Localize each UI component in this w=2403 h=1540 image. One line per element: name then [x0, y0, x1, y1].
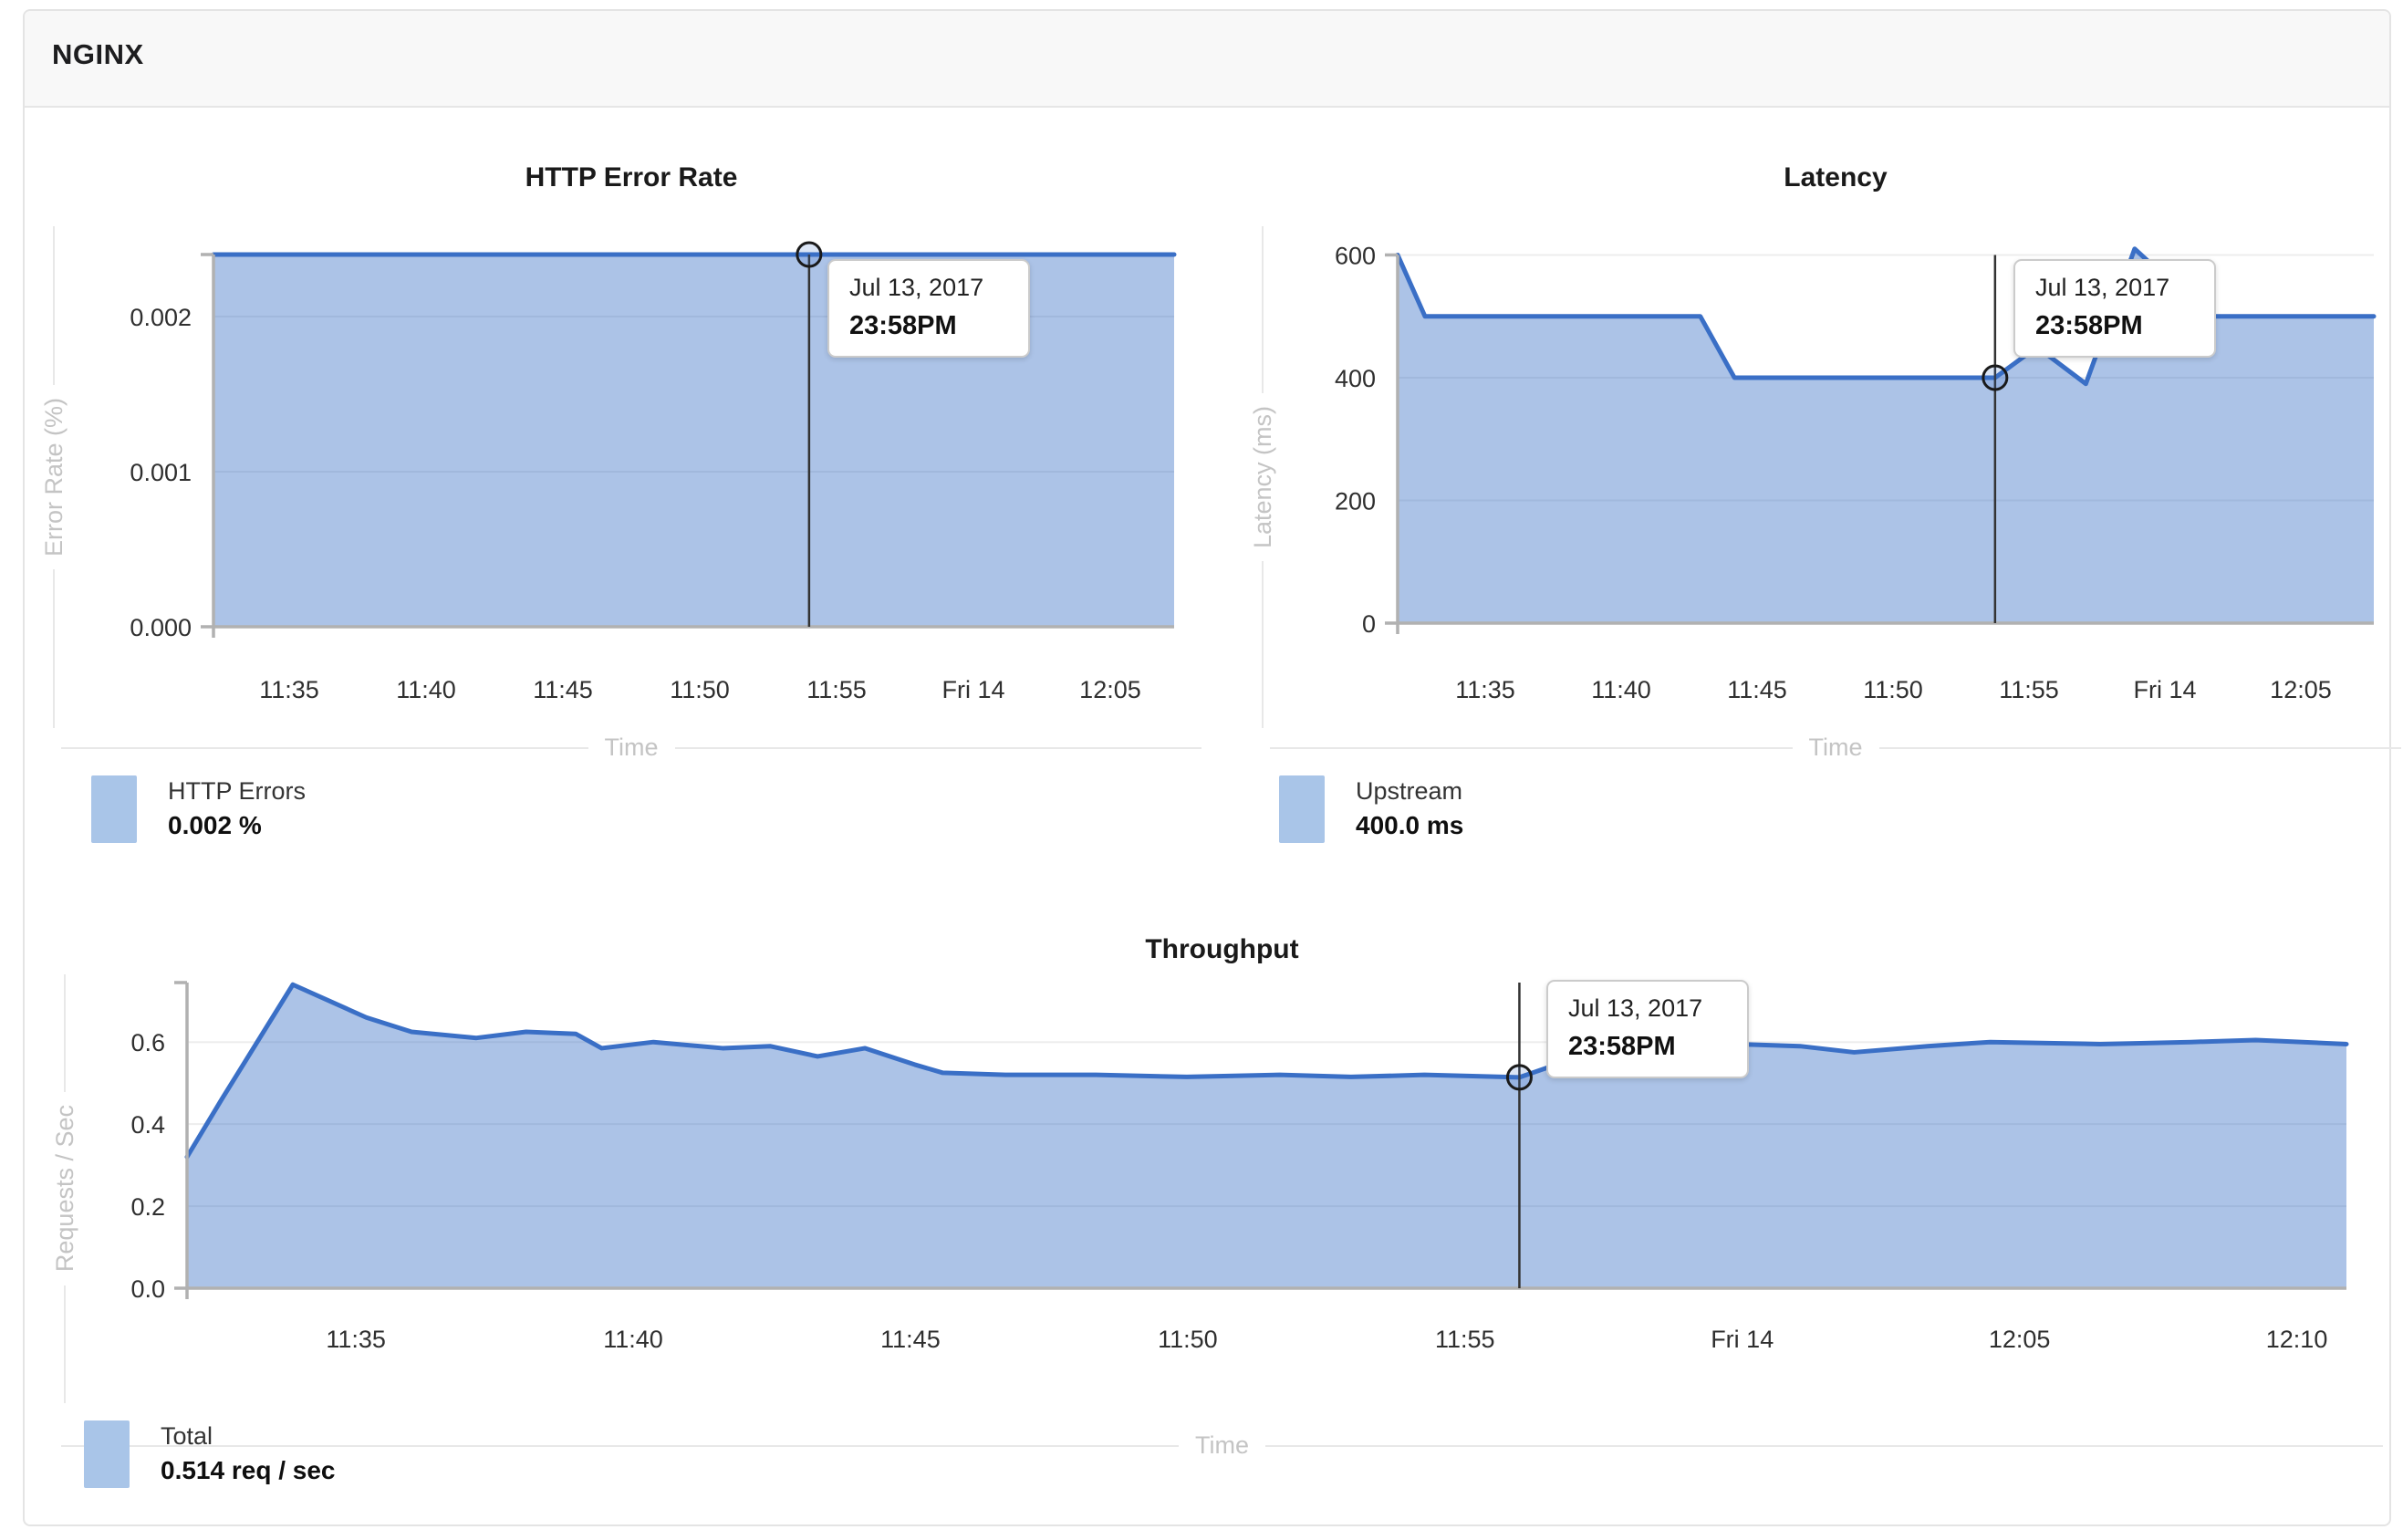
y-axis-title-error-rate: Error Rate (%)	[36, 226, 72, 728]
legend-swatch	[91, 775, 137, 843]
axis-rule	[674, 746, 1202, 749]
svg-text:0.2: 0.2	[130, 1193, 165, 1221]
svg-text:11:55: 11:55	[1435, 1326, 1495, 1353]
tooltip-time: 23:58PM	[1568, 1032, 1676, 1061]
x-axis-label: Time	[1195, 1431, 1249, 1459]
legend-value: 0.002 %	[168, 811, 262, 839]
tooltip-time: 23:58PM	[2035, 311, 2143, 340]
tooltip-date: Jul 13, 2017	[1568, 994, 1703, 1022]
svg-text:11:45: 11:45	[880, 1326, 941, 1353]
axis-rule	[1270, 746, 1793, 749]
tooltip-throughput: Jul 13, 2017 23:58PM	[1546, 980, 1749, 1078]
x-axis-title-time-latency: Time	[1270, 734, 2401, 762]
svg-text:11:35: 11:35	[326, 1326, 386, 1353]
legend-upstream[interactable]: Upstream 400.0 ms	[1279, 775, 1463, 843]
legend-value: 400.0 ms	[1356, 811, 1464, 839]
tooltip-http-error-rate: Jul 13, 2017 23:58PM	[827, 259, 1030, 358]
svg-text:0.0: 0.0	[130, 1275, 165, 1303]
svg-text:11:45: 11:45	[533, 676, 593, 703]
x-axis-title-time-throughput: Time	[61, 1431, 2383, 1460]
svg-text:11:40: 11:40	[396, 676, 456, 703]
svg-text:Fri 14: Fri 14	[2134, 676, 2197, 703]
svg-text:400: 400	[1335, 365, 1376, 392]
svg-text:Fri 14: Fri 14	[1711, 1326, 1774, 1353]
tooltip-date: Jul 13, 2017	[2035, 274, 2170, 301]
svg-text:12:05: 12:05	[1079, 676, 1141, 703]
axis-rule	[1878, 746, 2401, 749]
y-axis-title-requests: Requests / Sec	[47, 974, 83, 1403]
legend-label: Total	[161, 1422, 213, 1450]
x-axis-title-time-error-rate: Time	[61, 734, 1202, 762]
x-axis-label: Time	[1808, 734, 1863, 761]
svg-text:11:35: 11:35	[1455, 676, 1515, 703]
chart-canvas-latency[interactable]: 600 400 200 0 11:35 11:40 11:45 11:50 11:55 Fri 1…	[1270, 221, 2403, 732]
legend-swatch	[1279, 775, 1325, 843]
svg-text:12:05: 12:05	[1989, 1326, 2051, 1353]
svg-text:0: 0	[1362, 610, 1376, 638]
chart-title-http-error-rate: HTTP Error Rate	[525, 162, 738, 192]
svg-text:11:50: 11:50	[1158, 1326, 1218, 1353]
panel-header: NGINX	[25, 11, 2389, 108]
legend-label: Upstream	[1356, 777, 1463, 805]
tooltip-time: 23:58PM	[849, 311, 957, 340]
svg-text:11:35: 11:35	[259, 676, 319, 703]
tooltip-date: Jul 13, 2017	[849, 274, 984, 301]
svg-text:11:40: 11:40	[1591, 676, 1651, 703]
svg-text:11:55: 11:55	[806, 676, 867, 703]
svg-text:0.4: 0.4	[130, 1111, 165, 1139]
svg-text:600: 600	[1335, 242, 1376, 269]
panel-body: HTTP Error Rate Latency Throughput Error…	[25, 108, 2401, 1524]
x-axis-label: Time	[604, 734, 659, 761]
svg-text:200: 200	[1335, 487, 1376, 515]
nginx-panel: NGINX HTTP Error Rate Latency Throughput…	[23, 9, 2401, 1526]
axis-rule	[1265, 1444, 2383, 1447]
legend-total[interactable]: Total 0.514 req / sec	[84, 1420, 335, 1488]
axis-rule	[53, 226, 55, 385]
legend-label: HTTP Errors	[168, 777, 307, 805]
svg-text:Fri 14: Fri 14	[942, 676, 1005, 703]
svg-text:11:40: 11:40	[603, 1326, 663, 1353]
svg-text:0.002: 0.002	[130, 304, 192, 331]
svg-text:11:50: 11:50	[1863, 676, 1923, 703]
svg-text:12:05: 12:05	[2270, 676, 2332, 703]
chart-canvas-throughput[interactable]: 0.6 0.4 0.2 0.0 11:35 11:40 11:45 11:50 11:55 Fri…	[61, 969, 2383, 1398]
legend-http-errors[interactable]: HTTP Errors 0.002 %	[91, 775, 306, 843]
legend-value: 0.514 req / sec	[161, 1456, 336, 1484]
svg-text:0.001: 0.001	[130, 459, 192, 486]
legend-swatch	[84, 1420, 130, 1488]
axis-rule	[61, 746, 588, 749]
svg-text:0.6: 0.6	[130, 1029, 165, 1056]
svg-text:12:10: 12:10	[2266, 1326, 2328, 1353]
panel-title: NGINX	[52, 38, 144, 70]
axis-rule	[64, 1285, 66, 1403]
svg-text:11:55: 11:55	[1999, 676, 2059, 703]
chart-canvas-http-error-rate[interactable]: 0.002 0.001 0.000 11:35 11:40 11:45 11:50 11:55…	[61, 221, 1202, 732]
axis-rule	[1262, 226, 1264, 393]
svg-text:11:45: 11:45	[1727, 676, 1787, 703]
chart-title-latency: Latency	[1784, 162, 1888, 192]
axis-rule	[1262, 561, 1264, 729]
tooltip-latency: Jul 13, 2017 23:58PM	[2013, 259, 2216, 358]
axis-rule	[53, 569, 55, 728]
axis-rule	[61, 1444, 1179, 1447]
svg-text:0.000: 0.000	[130, 614, 192, 641]
svg-text:11:50: 11:50	[670, 676, 730, 703]
y-axis-title-latency: Latency (ms)	[1244, 226, 1281, 729]
chart-title-throughput: Throughput	[1145, 934, 1299, 964]
axis-rule	[64, 974, 66, 1093]
